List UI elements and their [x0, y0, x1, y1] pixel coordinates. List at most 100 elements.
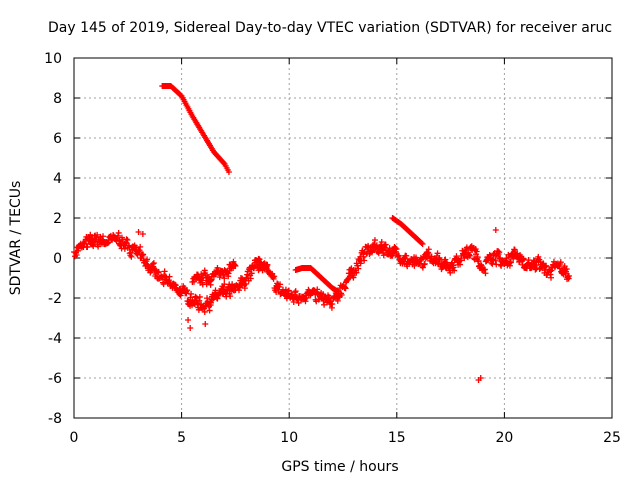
- data-point: [302, 298, 309, 305]
- data-point: [184, 287, 191, 294]
- data-point: [482, 270, 489, 277]
- data-point: [256, 256, 263, 263]
- x-axis-label: GPS time / hours: [281, 459, 398, 475]
- data-point: [115, 229, 122, 236]
- y-axis-label: SDTVAR / TECUs: [8, 181, 24, 296]
- y-tick-label: -4: [48, 331, 62, 347]
- data-point: [543, 262, 550, 269]
- data-point: [225, 169, 232, 175]
- data-point: [329, 301, 336, 307]
- data-point: [320, 291, 327, 298]
- x-tick-label: 25: [603, 430, 621, 446]
- data-point: [389, 252, 396, 259]
- data-point: [334, 297, 341, 304]
- data-point: [451, 267, 458, 274]
- data-point: [235, 287, 242, 294]
- data-point: [220, 159, 227, 166]
- data-point: [292, 288, 299, 295]
- data-point: [128, 253, 135, 260]
- data-point: [418, 240, 425, 246]
- chart-title: Day 145 of 2019, Sidereal Day-to-day VTE…: [48, 20, 612, 36]
- x-tick-label: 15: [388, 430, 406, 446]
- data-point: [264, 261, 271, 268]
- plot-frame: [73, 57, 613, 419]
- data-point: [166, 273, 173, 280]
- y-tick-label: -8: [48, 411, 62, 427]
- data-point: [497, 254, 504, 261]
- data-point: [202, 321, 209, 327]
- data-point: [105, 239, 112, 246]
- data-point: [150, 260, 157, 267]
- data-point: [535, 253, 542, 260]
- data-point: [196, 293, 203, 300]
- data-point: [277, 281, 284, 288]
- y-tick-label: 0: [53, 251, 62, 267]
- y-tick-label: 10: [44, 51, 62, 67]
- data-point: [185, 317, 192, 323]
- data-point: [188, 290, 195, 297]
- data-point: [507, 259, 514, 266]
- data-point: [271, 273, 278, 280]
- data-point: [84, 243, 91, 250]
- data-point: [241, 285, 248, 292]
- x-tick-label: 5: [177, 430, 186, 446]
- data-point: [421, 260, 428, 267]
- data-point: [285, 287, 292, 294]
- data-point: [442, 256, 449, 263]
- data-point: [338, 291, 345, 298]
- data-point: [135, 229, 142, 235]
- data-point: [295, 300, 302, 307]
- x-tick-label: 20: [495, 430, 513, 446]
- data-point: [335, 289, 342, 295]
- data-point: [475, 257, 482, 264]
- data-point: [94, 231, 101, 238]
- data-point: [206, 307, 213, 314]
- data-point: [137, 243, 144, 250]
- data-point: [520, 255, 527, 262]
- data-point: [139, 231, 146, 237]
- data-point: [419, 264, 426, 271]
- y-tick-label: 8: [53, 91, 62, 107]
- data-point: [187, 325, 194, 331]
- y-tick-label: 6: [53, 131, 62, 147]
- y-tick-label: 2: [53, 211, 62, 227]
- data-point: [380, 252, 387, 259]
- data-point: [403, 252, 410, 259]
- data-point: [227, 293, 234, 300]
- data-point: [247, 275, 254, 282]
- data-point: [242, 280, 249, 287]
- data-point: [221, 275, 228, 282]
- data-point: [160, 281, 167, 288]
- data-point: [382, 241, 389, 248]
- data-points: [71, 83, 572, 383]
- data-point: [361, 257, 368, 264]
- data-point: [350, 274, 357, 281]
- ticks: 0 5 10 15 20 25 -8 -6 -4 -2 0 2 4 6 8 10: [44, 51, 621, 446]
- data-point: [548, 274, 555, 281]
- data-point: [91, 240, 98, 247]
- data-point: [201, 308, 208, 315]
- data-point: [251, 263, 258, 270]
- y-tick-label: 4: [53, 171, 62, 187]
- data-point: [565, 273, 572, 279]
- data-point: [140, 251, 147, 258]
- data-point: [563, 266, 570, 273]
- y-tick-label: -2: [48, 291, 62, 307]
- data-point: [100, 233, 107, 240]
- data-point: [378, 239, 385, 245]
- data-point: [425, 246, 432, 253]
- data-point: [355, 265, 362, 272]
- y-tick-label: -6: [48, 371, 62, 387]
- data-point: [447, 269, 454, 276]
- data-point: [353, 269, 360, 276]
- data-point: [419, 241, 426, 247]
- data-point: [155, 268, 162, 275]
- data-point: [248, 270, 255, 277]
- x-tick-label: 0: [70, 430, 79, 446]
- data-point: [73, 251, 80, 258]
- data-point: [232, 263, 239, 269]
- data-point: [477, 375, 484, 381]
- data-point: [371, 237, 378, 244]
- data-point: [473, 248, 480, 255]
